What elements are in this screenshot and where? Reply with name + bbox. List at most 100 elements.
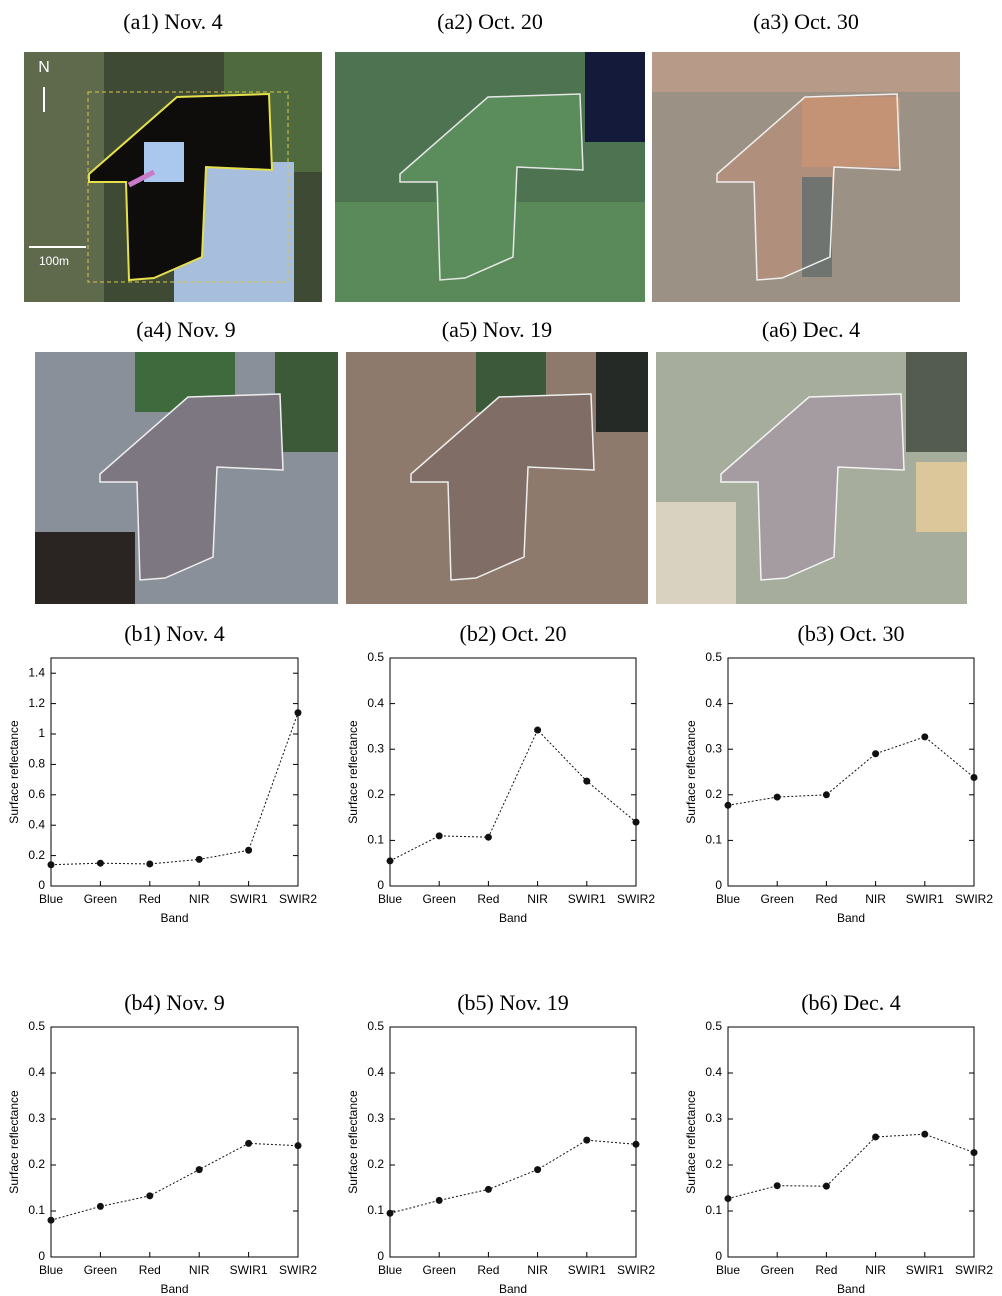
north-label: N bbox=[38, 59, 50, 76]
data-point bbox=[195, 1166, 203, 1174]
data-point bbox=[146, 1192, 154, 1200]
image-title: (a5) Nov. 19 bbox=[442, 317, 552, 342]
data-point bbox=[724, 801, 732, 809]
x-tick-label: SWIR1 bbox=[230, 892, 268, 906]
x-axis-label: Band bbox=[837, 1282, 865, 1296]
data-point bbox=[386, 1209, 394, 1217]
data-point bbox=[583, 777, 591, 785]
x-tick-label: Green bbox=[423, 892, 456, 906]
plot-frame bbox=[727, 1026, 975, 1258]
x-tick-label: SWIR1 bbox=[568, 892, 606, 906]
x-axis-label: Band bbox=[499, 911, 527, 925]
plot-frame bbox=[727, 657, 975, 887]
scale-label: 100m bbox=[39, 254, 69, 268]
y-tick-label: 0.3 bbox=[705, 1111, 722, 1125]
y-tick-label: 0 bbox=[715, 878, 722, 892]
data-line bbox=[50, 1142, 299, 1221]
y-axis-label: Surface reflectance bbox=[684, 720, 698, 824]
y-tick-label: 0.1 bbox=[705, 833, 722, 847]
image-title: (a3) Oct. 30 bbox=[753, 9, 859, 34]
data-point bbox=[96, 859, 104, 867]
chart-title: (b2) Oct. 20 bbox=[460, 621, 567, 646]
y-tick-label: 1.4 bbox=[28, 665, 45, 679]
data-point bbox=[47, 1216, 55, 1224]
x-tick-label: Blue bbox=[378, 892, 402, 906]
image-title: (a4) Nov. 9 bbox=[136, 317, 235, 342]
data-point bbox=[294, 709, 302, 717]
y-tick-label: 0.6 bbox=[28, 787, 45, 801]
y-axis-label: Surface reflectance bbox=[346, 720, 360, 824]
x-tick-label: Red bbox=[477, 1263, 499, 1277]
y-tick-label: 1.2 bbox=[28, 696, 45, 710]
y-tick-label: 0.8 bbox=[28, 757, 45, 771]
plot-frame bbox=[389, 657, 637, 887]
y-tick-label: 0.5 bbox=[705, 1019, 722, 1033]
data-line bbox=[50, 712, 299, 866]
data-point bbox=[534, 726, 542, 734]
x-tick-label: Blue bbox=[378, 1263, 402, 1277]
satellite-image bbox=[656, 352, 967, 604]
y-tick-label: 0 bbox=[377, 1249, 384, 1263]
x-tick-label: SWIR2 bbox=[617, 1263, 655, 1277]
data-point bbox=[435, 1196, 443, 1204]
y-tick-label: 0 bbox=[377, 878, 384, 892]
data-point bbox=[484, 833, 492, 841]
y-tick-label: 0.4 bbox=[705, 1065, 722, 1079]
x-tick-label: NIR bbox=[527, 892, 548, 906]
data-point bbox=[632, 818, 640, 826]
y-tick-label: 0 bbox=[38, 878, 45, 892]
image-title: (a2) Oct. 20 bbox=[437, 9, 543, 34]
x-axis-label: Band bbox=[160, 911, 188, 925]
data-point bbox=[245, 1139, 253, 1147]
chart-title: (b5) Nov. 19 bbox=[457, 990, 569, 1015]
data-line bbox=[727, 1133, 975, 1200]
x-tick-label: Blue bbox=[716, 892, 740, 906]
y-tick-label: 0.5 bbox=[28, 1019, 45, 1033]
chart-title: (b3) Oct. 30 bbox=[798, 621, 905, 646]
y-tick-label: 0.4 bbox=[705, 696, 722, 710]
chart-title: (b6) Dec. 4 bbox=[801, 990, 901, 1015]
x-tick-label: Red bbox=[815, 1263, 837, 1277]
y-axis-label: Surface reflectance bbox=[7, 720, 21, 824]
x-tick-label: SWIR2 bbox=[955, 1263, 993, 1277]
x-tick-label: SWIR1 bbox=[906, 1263, 944, 1277]
y-tick-label: 0.3 bbox=[367, 1111, 384, 1125]
chart-title: (b1) Nov. 4 bbox=[124, 621, 225, 646]
x-tick-label: NIR bbox=[865, 1263, 886, 1277]
data-point bbox=[96, 1202, 104, 1210]
y-tick-label: 0.3 bbox=[367, 741, 384, 755]
y-tick-label: 0.2 bbox=[367, 1157, 384, 1171]
data-point bbox=[773, 793, 781, 801]
data-point bbox=[294, 1142, 302, 1150]
data-point bbox=[195, 855, 203, 863]
y-tick-label: 0.5 bbox=[705, 650, 722, 664]
data-point bbox=[583, 1136, 591, 1144]
y-tick-label: 0.1 bbox=[367, 1203, 384, 1217]
y-tick-label: 0.2 bbox=[705, 1157, 722, 1171]
x-axis-label: Band bbox=[160, 1282, 188, 1296]
x-axis-label: Band bbox=[499, 1282, 527, 1296]
y-tick-label: 0.1 bbox=[367, 833, 384, 847]
x-tick-label: Blue bbox=[39, 892, 63, 906]
x-tick-label: Green bbox=[84, 1263, 117, 1277]
satellite-image bbox=[652, 52, 960, 302]
x-tick-label: SWIR2 bbox=[617, 892, 655, 906]
x-tick-label: NIR bbox=[865, 892, 886, 906]
data-point bbox=[435, 832, 443, 840]
y-tick-label: 0.1 bbox=[28, 1203, 45, 1217]
data-point bbox=[970, 1149, 978, 1157]
data-point bbox=[872, 750, 880, 758]
data-point bbox=[534, 1166, 542, 1174]
data-point bbox=[245, 846, 253, 854]
y-axis-label: Surface reflectance bbox=[684, 1090, 698, 1194]
data-point bbox=[632, 1140, 640, 1148]
x-tick-label: Green bbox=[84, 892, 117, 906]
data-point bbox=[724, 1195, 732, 1203]
plot-frame bbox=[389, 1026, 637, 1258]
y-tick-label: 0.2 bbox=[367, 787, 384, 801]
data-line bbox=[389, 729, 637, 862]
y-tick-label: 0.4 bbox=[367, 696, 384, 710]
x-tick-label: Blue bbox=[39, 1263, 63, 1277]
